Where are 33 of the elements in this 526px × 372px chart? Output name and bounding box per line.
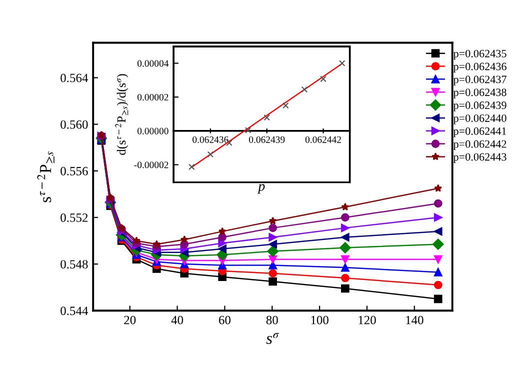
y-tick-label: 0.556	[60, 166, 88, 176]
y-axis-title: s$^{τ−2}$P$_{≥s}$	[37, 152, 54, 202]
x-tick-label: 20	[124, 316, 136, 324]
x-tick-label: 60	[219, 316, 230, 324]
legend-label: p=0.062437	[453, 76, 506, 86]
legend-label: p=0.062440	[453, 114, 506, 124]
legend-label: p=0.062442	[453, 140, 506, 150]
y-tick-label: 0.00002	[137, 94, 168, 101]
y-tick-label: 0.00004	[137, 60, 169, 67]
x-tick-label: 0.062436	[192, 136, 228, 143]
x-tick-label: 0.062439	[249, 136, 285, 143]
x-axis-title: p	[257, 184, 265, 194]
x-tick-label: 40	[171, 316, 184, 324]
y-tick-label: 0.560	[60, 120, 88, 129]
legend-label: p=0.062438	[453, 88, 506, 98]
y-tick-label: -0.00002	[134, 162, 168, 168]
x-tick-label: 100	[311, 316, 328, 324]
x-tick-label: 80	[266, 316, 278, 324]
legend-label: p=0.062441	[453, 127, 506, 138]
x-axis-title: s$^{σ}$	[266, 332, 279, 344]
legend-label: p=0.062435	[453, 50, 506, 60]
y-tick-label: 0.552	[60, 213, 88, 222]
x-tick-label: 140	[406, 316, 424, 324]
y-tick-label: 0.00000	[137, 128, 168, 134]
y-axis-title: d(s$^{τ−2}$P$_{≥s}$)/d(s$^{σ}$)	[115, 74, 128, 155]
legend-label: p=0.062443	[453, 153, 506, 163]
legend-label: p=0.062436	[453, 62, 506, 73]
y-tick-label: 0.548	[60, 260, 88, 269]
y-tick-label: 0.544	[60, 306, 88, 316]
x-tick-label: 0.062442	[305, 136, 341, 143]
legend-label: p=0.062439	[453, 102, 506, 112]
y-tick-label: 0.564	[60, 74, 88, 82]
x-tick-label: 120	[358, 316, 376, 324]
